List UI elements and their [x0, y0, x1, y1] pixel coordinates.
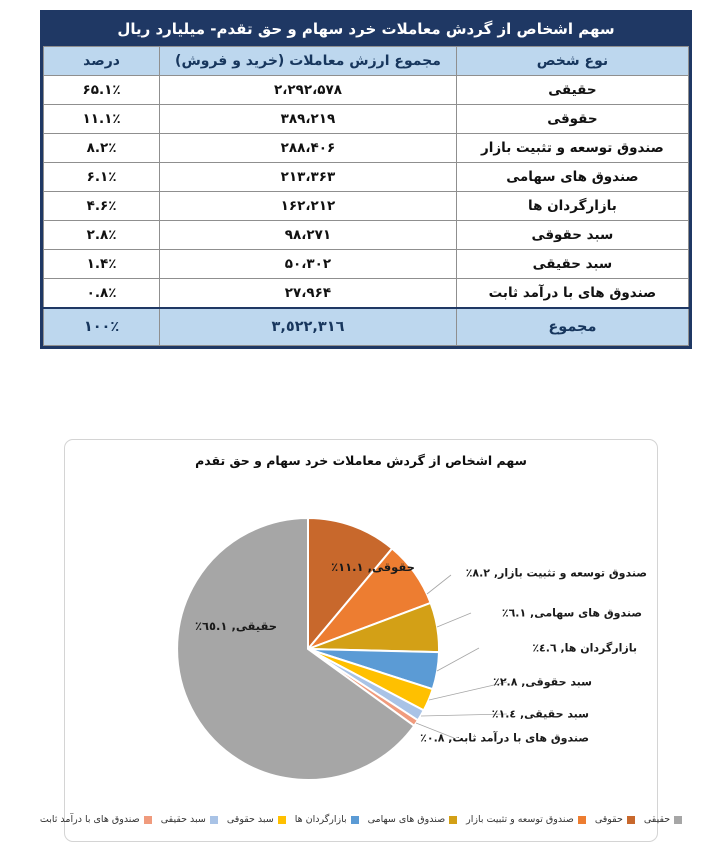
cell-percent: ۸.۲٪	[42, 133, 161, 163]
cell-type: حقیقی	[455, 75, 690, 105]
cell-percent: ۶.۱٪	[42, 162, 161, 192]
legend-swatch	[277, 815, 286, 824]
table-row: سبد حقوقی ۹۸،۲۷۱ ۲.۸٪	[42, 220, 690, 250]
total-row: مجموع ٣,٥٢٢,٣١٦ ۱۰۰٪	[42, 307, 690, 346]
chart-title: سهم اشخاص از گردش معاملات خرد سهام و حق …	[195, 453, 527, 468]
legend-item: صندوق توسعه و تثبیت بازار	[466, 814, 586, 825]
total-percent: ۱۰۰٪	[42, 307, 161, 346]
legend-label: صندوق های با درآمد ثابت	[39, 814, 140, 825]
leader-line	[428, 681, 508, 701]
legend-swatch	[143, 815, 152, 824]
legend-label: سبد حقوقی	[226, 814, 274, 825]
legend-label: صندوق توسعه و تثبیت بازار	[466, 814, 574, 825]
pie-label-outside: بازارگردان ها, ٤.٦٪	[532, 641, 637, 655]
cell-percent: ۶۵.۱٪	[42, 75, 161, 105]
legend-item: سبد حقوقی	[227, 814, 286, 825]
cell-value: ۲،۲۹۲،۵۷۸	[159, 75, 457, 105]
chart-legend: حقیقی حقوقی صندوق توسعه و تثبیت بازار صندوق…	[40, 814, 683, 825]
cell-percent: ۴.۶٪	[42, 191, 161, 221]
leader-line	[420, 713, 508, 717]
table-row: صندوق های با درآمد ثابت ۲۷،۹۶۴ ۰.۸٪	[42, 278, 690, 309]
legend-swatch	[209, 815, 218, 824]
legend-swatch	[626, 815, 635, 824]
cell-percent: ۲.۸٪	[42, 220, 161, 250]
pie-label-outside: صندوق های با درآمد ثابت, ٠.٨٪	[420, 731, 589, 745]
cell-type: صندوق های با درآمد ثابت	[455, 278, 690, 309]
legend-label: سبد حقیقی	[160, 814, 206, 825]
table-header-row: نوع شخص مجموع ارزش معاملات (خرید و فروش)…	[42, 46, 690, 76]
leader-line	[426, 574, 452, 595]
table-row: حقوقی ۳۸۹،۲۱۹ ۱۱.۱٪	[42, 104, 690, 134]
legend-label: حقوقی	[594, 814, 623, 825]
leader-line	[436, 647, 480, 672]
total-label: مجموع	[455, 307, 690, 346]
cell-type: صندوق توسعه و تثبیت بازار	[455, 133, 690, 163]
legend-swatch	[674, 815, 683, 824]
leader-line	[415, 722, 455, 739]
col-header-percent: درصد	[42, 46, 161, 76]
legend-item: بازارگردان ها	[295, 814, 359, 825]
cell-percent: ۱۱.۱٪	[42, 104, 161, 134]
legend-item: صندوق های سهامی	[368, 814, 458, 825]
col-header-type: نوع شخص	[455, 46, 690, 76]
cell-type: بازارگردان ها	[455, 191, 690, 221]
cell-value: ۹۸،۲۷۱	[159, 220, 457, 250]
pie-label-inside: حقوقی, ١١.١٪	[331, 560, 415, 574]
cell-type: سبد حقیقی	[455, 249, 690, 279]
legend-item: حقوقی	[595, 814, 635, 825]
cell-type: حقوقی	[455, 104, 690, 134]
legend-item: صندوق های با درآمد ثابت	[40, 814, 152, 825]
total-value: ٣,٥٢٢,٣١٦	[159, 307, 457, 346]
cell-value: ۱۶۲،۲۱۲	[159, 191, 457, 221]
cell-value: ۳۸۹،۲۱۹	[159, 104, 457, 134]
legend-item: سبد حقیقی	[161, 814, 218, 825]
table-row: بازارگردان ها ۱۶۲،۲۱۲ ۴.۶٪	[42, 191, 690, 221]
table-row: سبد حقیقی ۵۰،۳۰۲ ۱.۴٪	[42, 249, 690, 279]
pie-label-outside: صندوق های سهامی, ٦.١٪	[501, 606, 642, 620]
table-row: حقیقی ۲،۲۹۲،۵۷۸ ۶۵.۱٪	[42, 75, 690, 105]
cell-value: ۵۰،۳۰۲	[159, 249, 457, 279]
pie-chart-card: سهم اشخاص از گردش معاملات خرد سهام و حق …	[40, 439, 683, 842]
legend-label: حقیقی	[643, 814, 671, 825]
cell-value: ۲۷،۹۶۴	[159, 278, 457, 309]
legend-swatch	[449, 815, 458, 824]
table-row: صندوق توسعه و تثبیت بازار ۲۸۸،۴۰۶ ۸.۲٪	[42, 133, 690, 163]
cell-value: ۲۱۳،۳۶۳	[159, 162, 457, 192]
table-title: سهم اشخاص از گردش معاملات خرد سهام و حق …	[43, 13, 689, 46]
leader-line	[436, 612, 472, 628]
cell-percent: ۱.۴٪	[42, 249, 161, 279]
pie-slice-0	[307, 516, 394, 650]
legend-label: بازارگردان ها	[294, 814, 347, 825]
legend-swatch	[577, 815, 586, 824]
cell-type: صندوق های سهامی	[455, 162, 690, 192]
pie-label-outside: سبد حقیقی, ١.٤٪	[491, 707, 589, 721]
cell-value: ۲۸۸،۴۰۶	[159, 133, 457, 163]
data-table: نوع شخص مجموع ارزش معاملات (خرید و فروش)…	[42, 46, 690, 346]
pie-label-inside: حقیقی, ٦٥.١٪	[194, 619, 278, 633]
cell-percent: ۰.۸٪	[42, 278, 161, 309]
legend-swatch	[350, 815, 359, 824]
pie-chart	[176, 516, 508, 781]
pie-label-outside: صندوق توسعه و تثبیت بازار, ٨.٢٪	[465, 566, 647, 580]
table-row: صندوق های سهامی ۲۱۳،۳۶۳ ۶.۱٪	[42, 162, 690, 192]
turnover-share-table: سهم اشخاص از گردش معاملات خرد سهام و حق …	[40, 10, 692, 349]
col-header-value: مجموع ارزش معاملات (خرید و فروش)	[159, 46, 457, 76]
legend-label: صندوق های سهامی	[367, 814, 446, 825]
legend-item: حقیقی	[643, 814, 683, 825]
pie-label-outside: سبد حقوقی, ٢.٨٪	[493, 675, 592, 689]
pie-slice-7	[176, 517, 416, 781]
cell-type: سبد حقوقی	[455, 220, 690, 250]
